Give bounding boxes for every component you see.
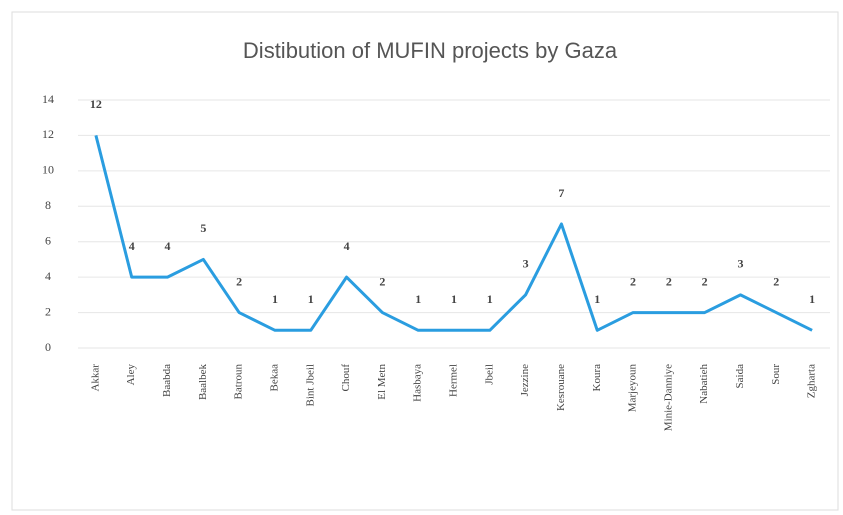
y-tick-label: 8 — [45, 198, 51, 212]
data-label: 4 — [344, 239, 350, 253]
x-tick-label: Sour — [770, 364, 782, 385]
data-label: 2 — [236, 274, 242, 288]
data-label: 3 — [737, 257, 743, 271]
x-tick-label: El Metn — [376, 364, 388, 400]
x-tick-label: Jbeil — [483, 364, 495, 385]
x-tick-label: Koura — [591, 364, 603, 392]
data-label: 1 — [451, 292, 457, 306]
data-label: 7 — [558, 186, 564, 200]
data-label: 3 — [523, 257, 529, 271]
data-label: 2 — [379, 274, 385, 288]
y-tick-label: 10 — [42, 163, 54, 177]
x-tick-label: Hasbaya — [412, 364, 424, 402]
x-tick-label: Jezzine — [519, 364, 531, 396]
x-tick-label: Batroun — [233, 364, 245, 400]
chart-frame — [11, 11, 839, 511]
x-tick-label: Minie-Danniye — [662, 364, 674, 431]
x-tick-label: Marjeyoun — [627, 364, 639, 413]
data-label: 1 — [487, 292, 493, 306]
x-tick-label: Zgharta — [806, 364, 818, 398]
data-label: 5 — [200, 221, 206, 235]
x-tick-label: Kesrouane — [555, 364, 567, 411]
x-tick-label: Bekaa — [268, 364, 280, 392]
y-tick-label: 4 — [45, 269, 51, 283]
y-tick-label: 12 — [42, 127, 54, 141]
data-label: 1 — [308, 292, 314, 306]
data-label: 2 — [773, 274, 779, 288]
data-label: 1 — [272, 292, 278, 306]
chart-title: Distibution of MUFIN projects by Gaza — [243, 38, 618, 63]
y-tick-label: 0 — [45, 340, 51, 354]
line — [94, 135, 813, 332]
data-label: 2 — [702, 274, 708, 288]
x-tick-label: Aley — [125, 364, 137, 386]
y-tick-label: 6 — [45, 233, 51, 247]
data-label: 4 — [165, 239, 171, 253]
data-label: 1 — [415, 292, 421, 306]
data-label: 1 — [594, 292, 600, 306]
x-tick-label: Bint Jbeil — [304, 364, 316, 406]
data-label: 1 — [809, 292, 815, 306]
data-label: 2 — [666, 274, 672, 288]
x-tick-label: Baabda — [161, 364, 173, 397]
x-tick-label: Nabatieh — [698, 364, 710, 404]
y-tick-label: 2 — [45, 304, 51, 318]
x-tick-label: Chouf — [340, 364, 352, 392]
data-label: 4 — [129, 239, 135, 253]
data-label: 12 — [90, 97, 102, 111]
x-tick-label: Akkar — [89, 364, 101, 392]
x-tick-label: Baalbek — [197, 364, 209, 401]
x-tick-label: Hermel — [448, 364, 460, 397]
data-label: 2 — [630, 274, 636, 288]
y-tick-label: 14 — [42, 92, 54, 106]
x-tick-label: Saida — [734, 364, 746, 389]
